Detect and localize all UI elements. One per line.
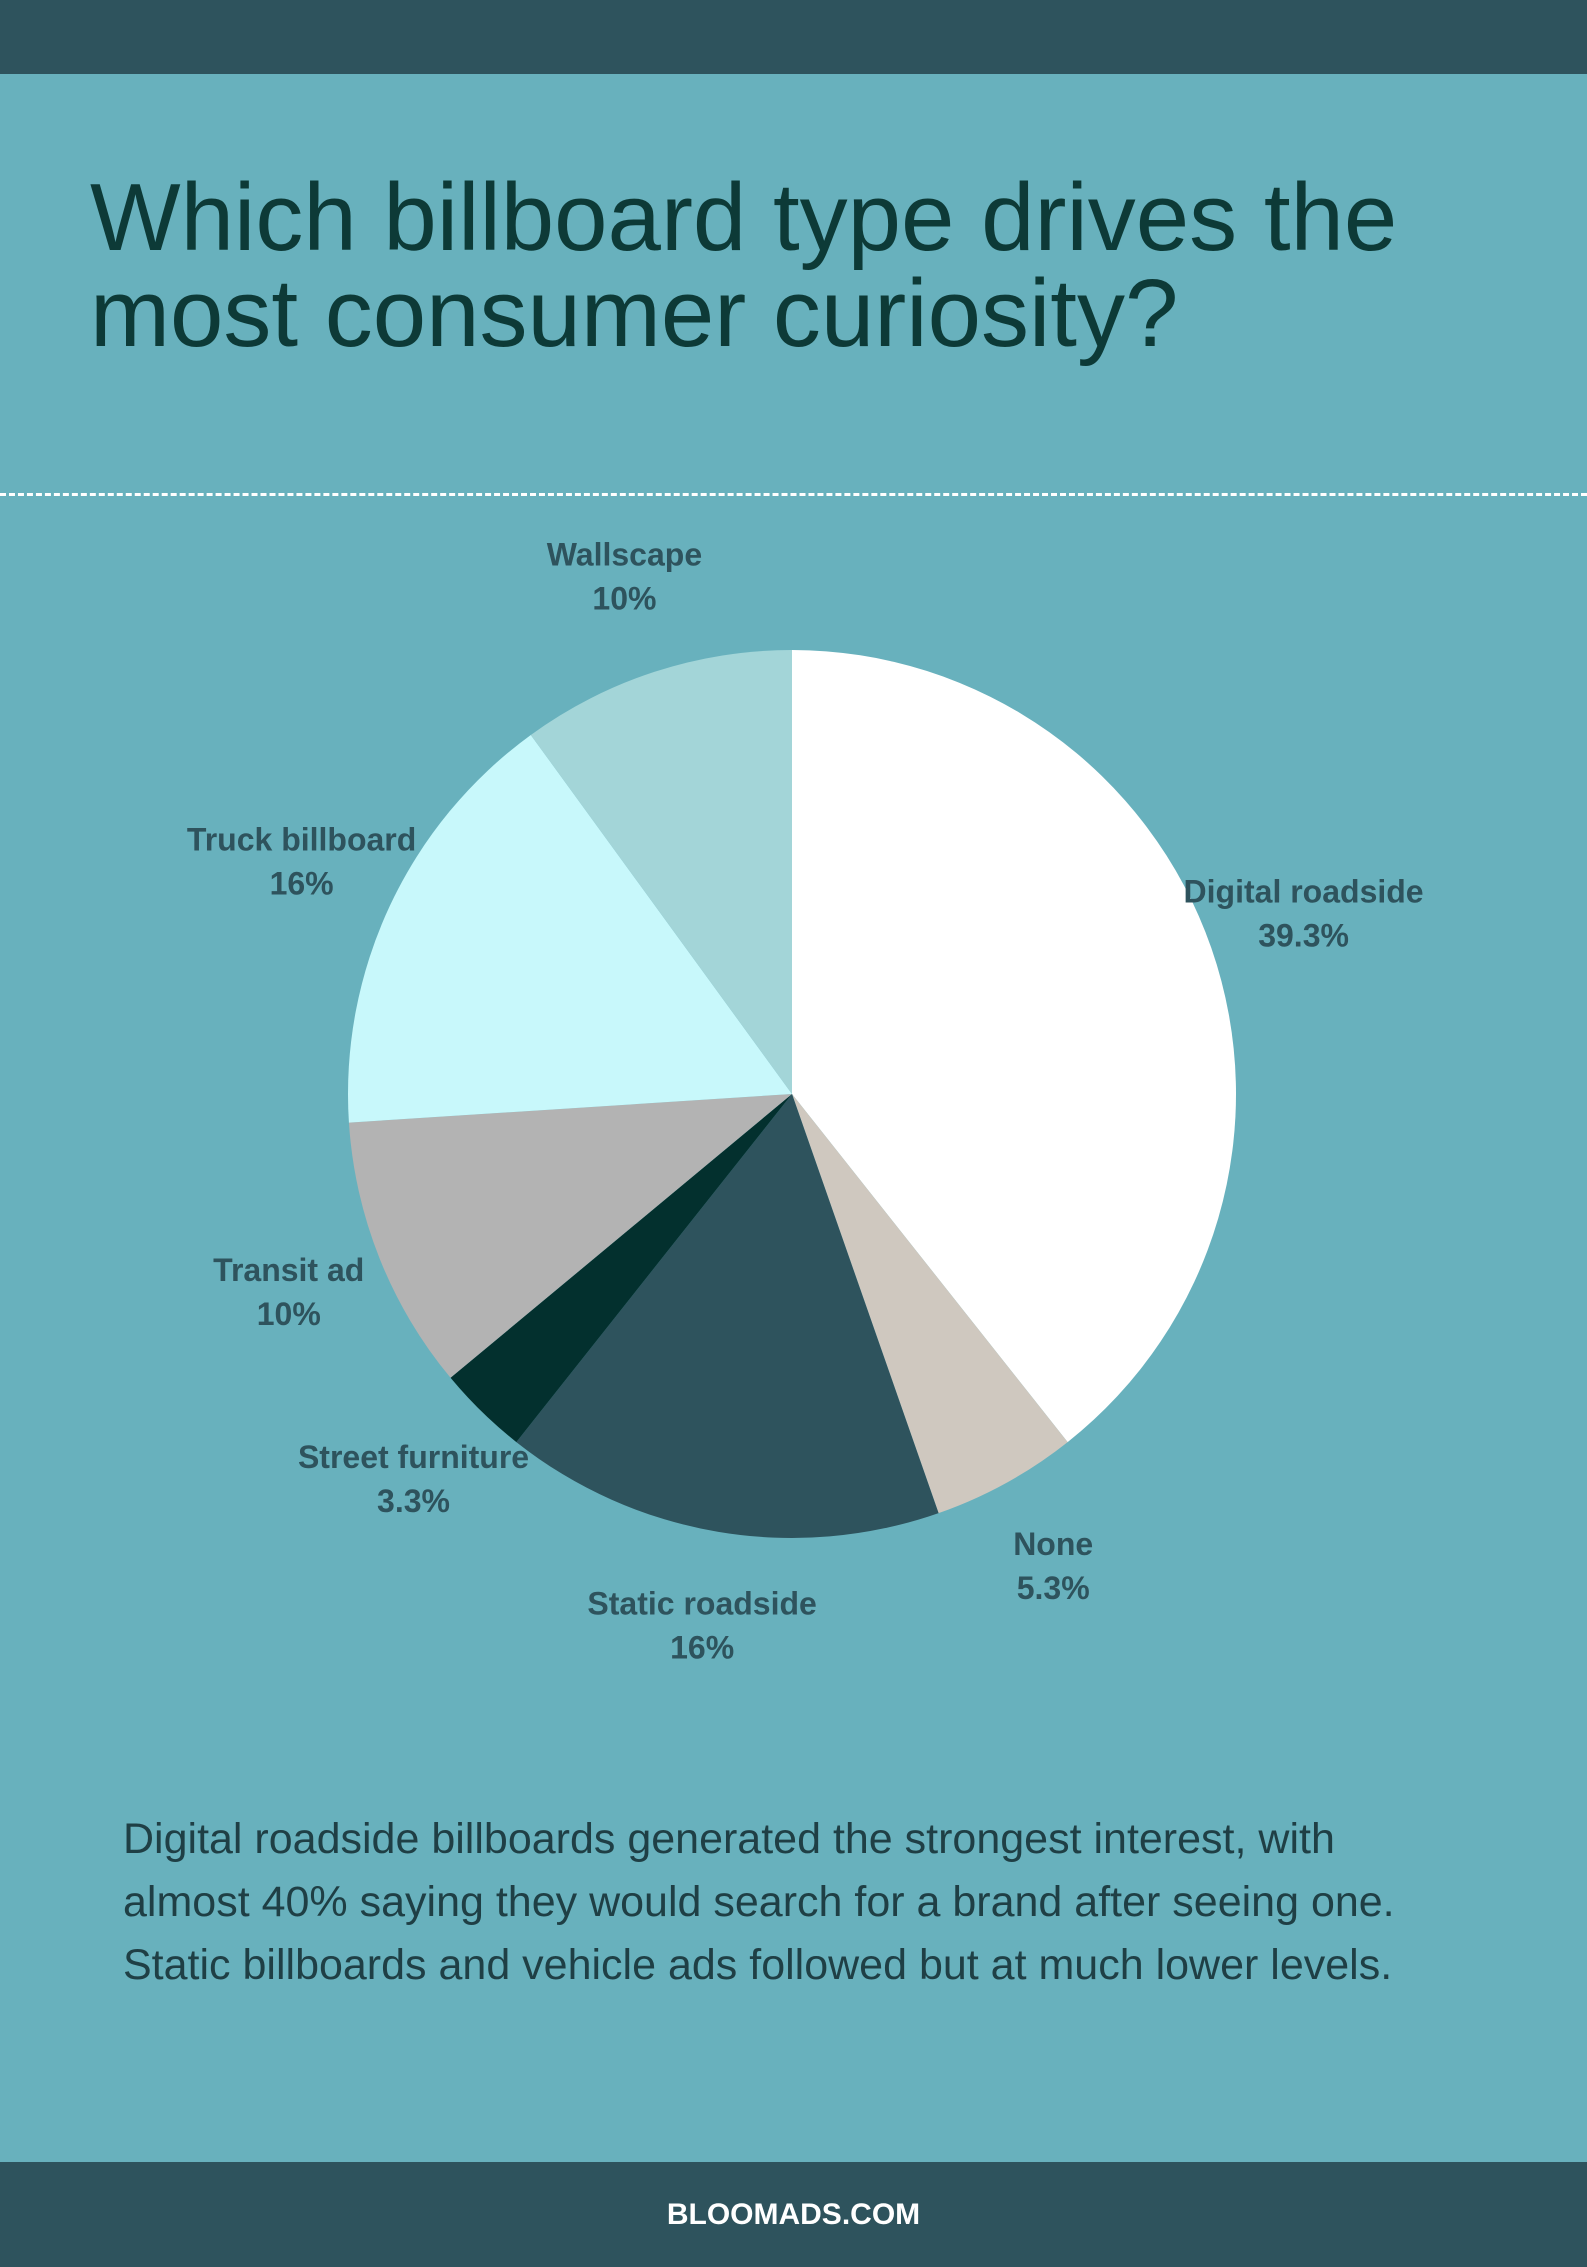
slice-value-label: 10% (592, 580, 656, 616)
pie-slice (348, 1094, 792, 1378)
chart-title: Which billboard type drives the most con… (90, 164, 1398, 367)
divider (0, 493, 1587, 496)
pie-slice (450, 1094, 792, 1443)
pie-slice (530, 650, 792, 1094)
slice-value-label: 5.3% (1017, 1570, 1090, 1606)
slice-value-label: 3.3% (377, 1483, 450, 1519)
slice-label: Transit ad (213, 1252, 364, 1288)
slice-label: Digital roadside (1184, 873, 1424, 909)
pie-slice (792, 650, 1237, 1443)
top-bar (0, 0, 1587, 74)
slice-label: Static roadside (587, 1586, 816, 1622)
slice-label: Wallscape (547, 536, 702, 572)
footer-text: BLOOMADS.COM (666, 2198, 921, 2231)
slice-value-label: 39.3% (1258, 917, 1349, 953)
pie-slice (792, 1094, 1068, 1514)
pie-slice (348, 734, 792, 1123)
slice-value-label: 16% (670, 1630, 734, 1666)
footer-bar (0, 2162, 1587, 2267)
slice-label: Street furniture (298, 1439, 529, 1475)
slice-label: None (1013, 1526, 1093, 1562)
slice-value-label: 16% (270, 865, 334, 901)
slice-value-label: 10% (257, 1296, 321, 1332)
pie-slice (516, 1094, 939, 1538)
description: Digital roadside billboards generated th… (123, 1815, 1395, 1989)
pie-chart: Digital roadside 39.3% None 5.3% Static road… (187, 536, 1424, 1666)
slice-label: Truck billboard (187, 821, 416, 857)
